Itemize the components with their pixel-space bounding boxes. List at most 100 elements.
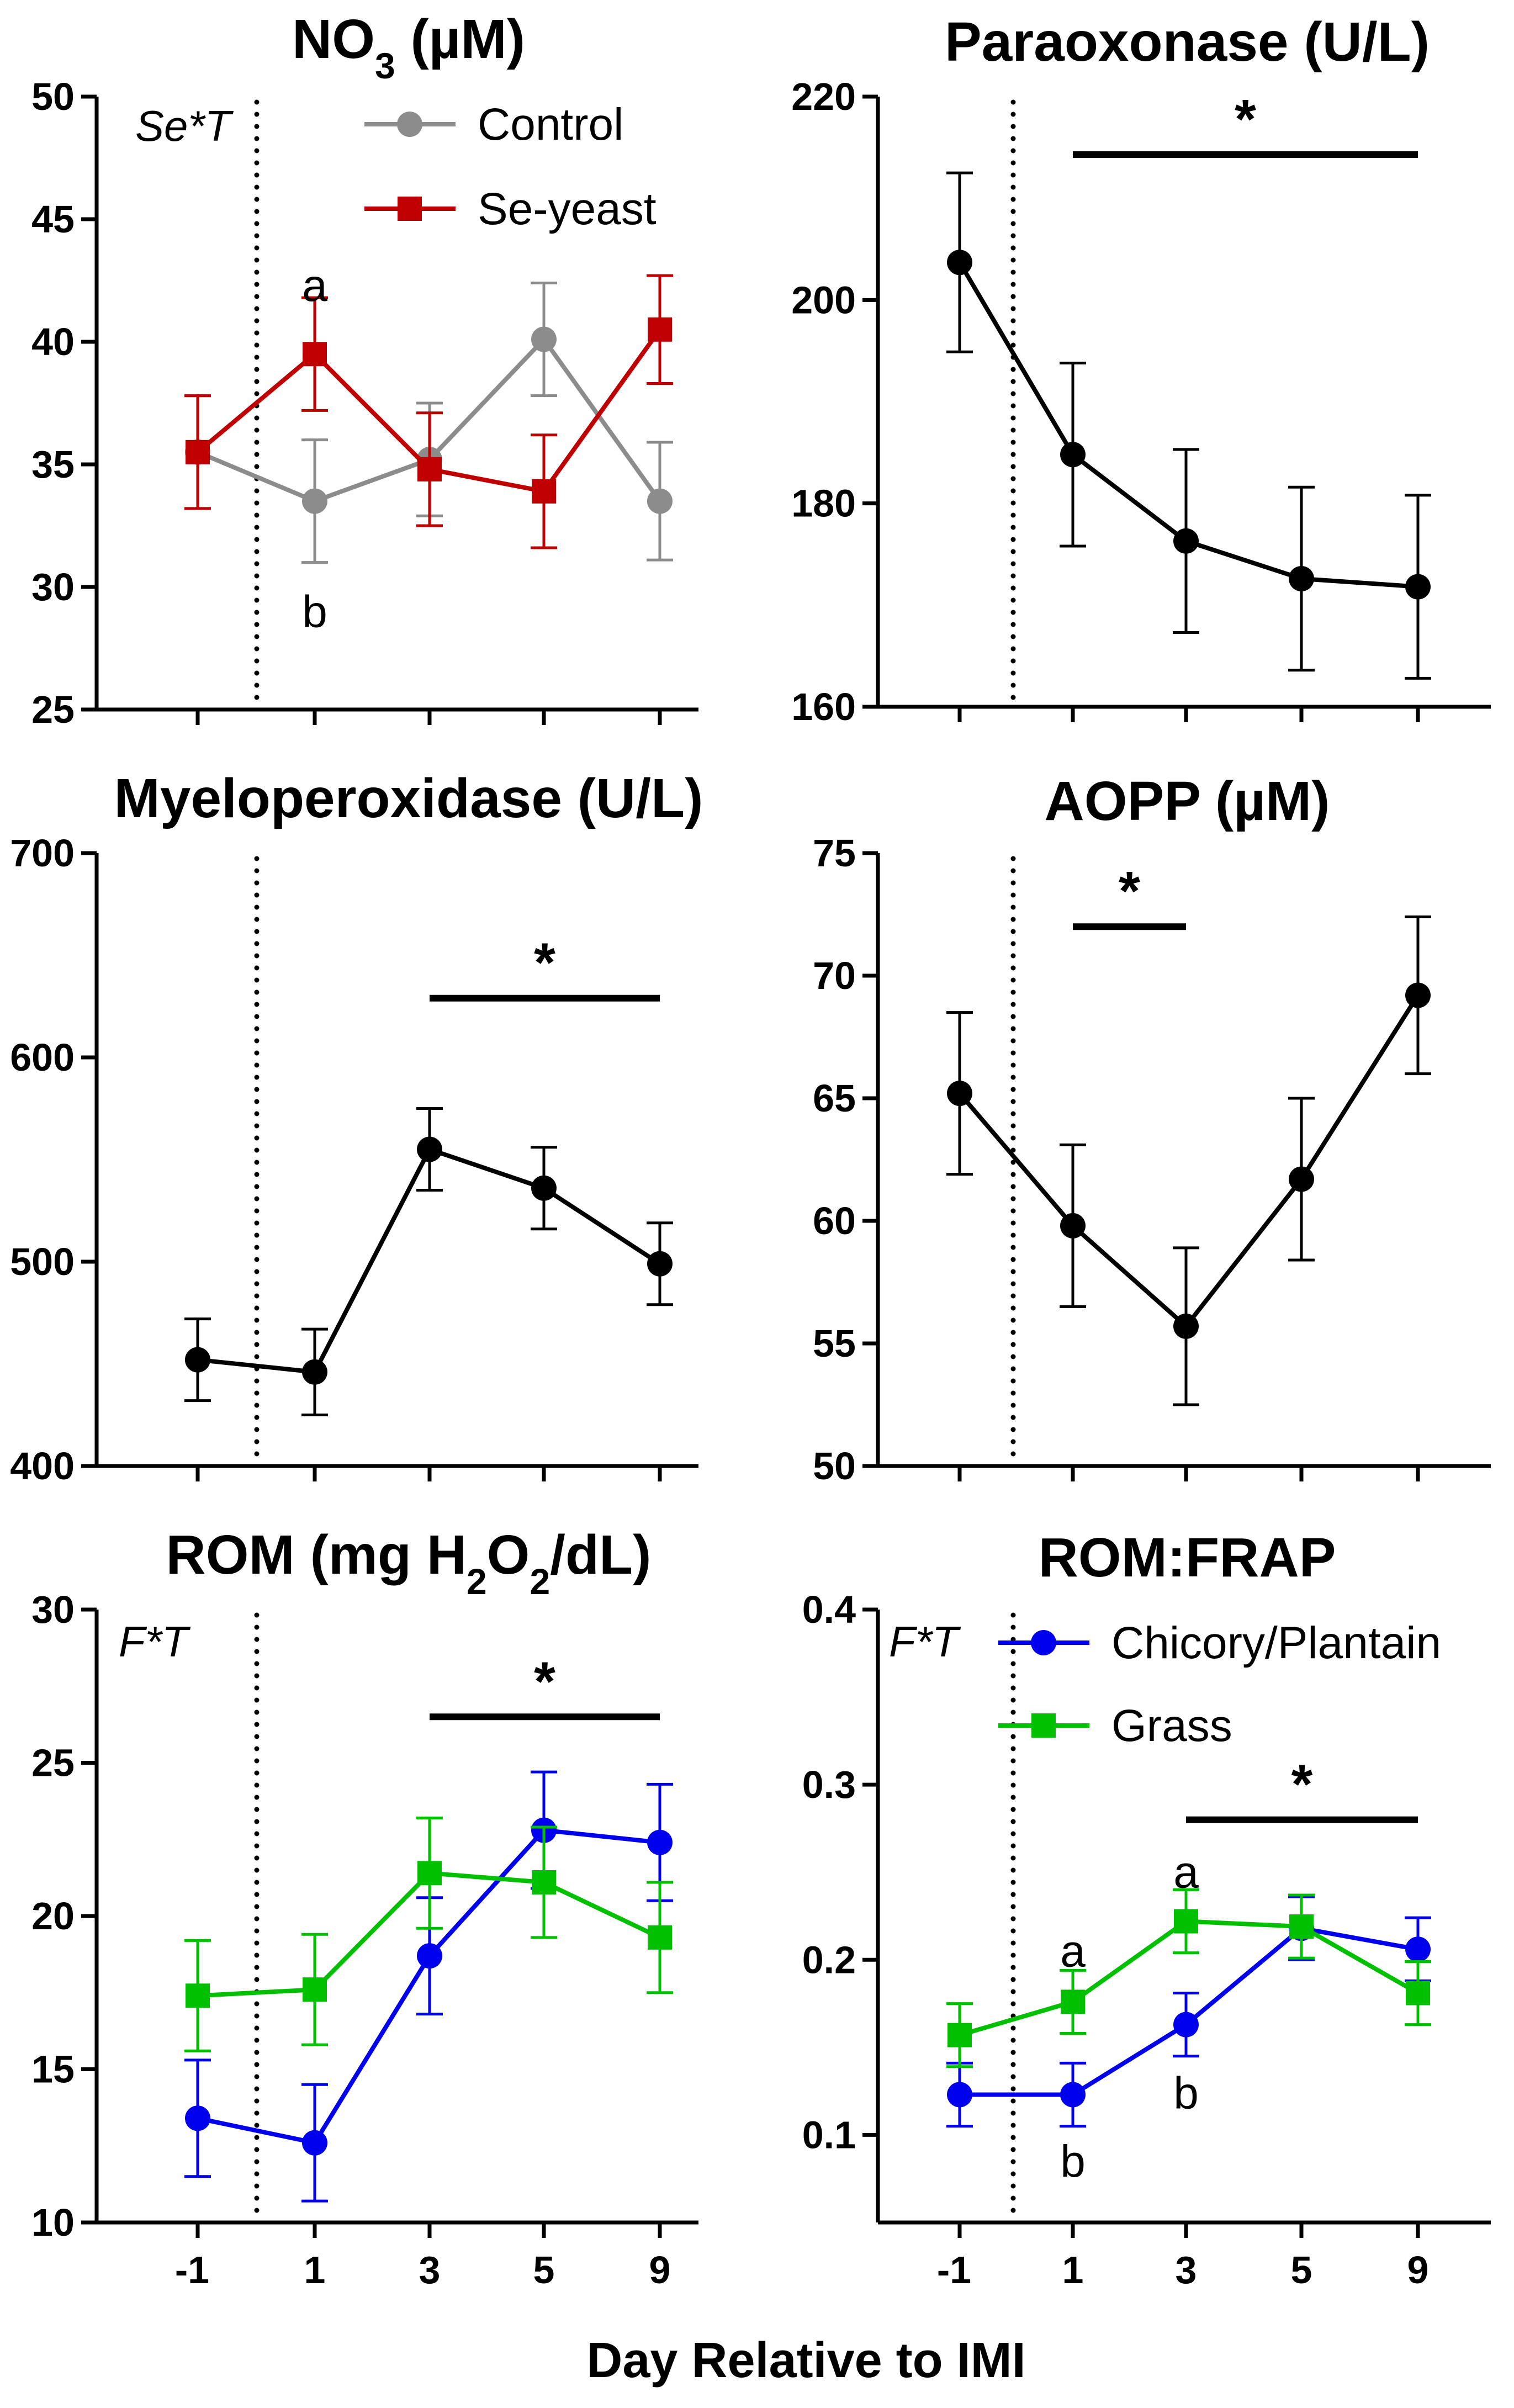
no3-y-tick-label: 45 [31, 198, 75, 241]
no3-legend-label: Se-yeast [478, 184, 657, 234]
no3-y-tick-label: 25 [31, 688, 75, 731]
aopp-y-tick-label: 70 [813, 954, 856, 997]
rom_frap-data-point [1174, 1909, 1198, 1934]
rom-data-point [186, 1983, 210, 2008]
no3-legend-marker [397, 112, 422, 137]
myeloperoxidase-data-point [417, 1136, 442, 1162]
rom-x-tick-label: 9 [649, 2248, 671, 2291]
paraoxonase-data-point [1173, 528, 1199, 554]
myeloperoxidase-data-point [302, 1359, 327, 1385]
aopp-data-point [1173, 1313, 1199, 1339]
aopp-data-point [1060, 1213, 1086, 1239]
rom_frap-data-point [1405, 1936, 1431, 1962]
aopp-significance-star: * [1119, 860, 1140, 922]
aopp-y-tick-label: 60 [813, 1199, 856, 1242]
rom_frap-y-tick-label: 0.3 [802, 1763, 856, 1806]
paraoxonase-y-tick-label: 200 [791, 278, 856, 321]
rom_frap-x-tick-label: -1 [937, 2248, 971, 2291]
no3-data-point [186, 440, 210, 464]
myeloperoxidase-y-tick-label: 600 [10, 1036, 75, 1079]
myeloperoxidase-data-point [185, 1347, 210, 1373]
rom_frap-y-tick-label: 0.4 [802, 1588, 856, 1631]
no3-data-point [531, 326, 557, 352]
paraoxonase-significance-star: * [1235, 88, 1256, 150]
rom-x-tick-label: 1 [304, 2248, 326, 2291]
rom_frap-significance-star: * [1291, 1754, 1313, 1816]
rom_frap-data-point [1406, 1981, 1430, 2005]
paraoxonase-y-tick-label: 220 [791, 75, 856, 118]
rom_frap-annotation-letter: a [1060, 1926, 1086, 1976]
no3-legend-marker [398, 197, 422, 221]
rom_frap-x-tick-label: 1 [1062, 2248, 1084, 2291]
x-axis-label: Day Relative to IMI [586, 2333, 1025, 2388]
no3-y-tick-label: 30 [31, 565, 75, 608]
aopp-data-point [947, 1081, 972, 1107]
rom_frap-legend-label: Chicory/Plantain [1111, 1618, 1441, 1668]
rom-y-tick-label: 20 [31, 1894, 75, 1938]
myeloperoxidase-significance-star: * [534, 932, 555, 994]
rom_frap-data-point [1061, 1989, 1085, 2014]
aopp-y-tick-label: 75 [813, 832, 856, 875]
no3-y-tick-label: 40 [31, 320, 75, 363]
rom-y-tick-label: 15 [31, 2048, 75, 2091]
rom_frap-annotation-letter: b [1173, 2068, 1199, 2118]
aopp-title: AOPP (µM) [1045, 770, 1330, 832]
no3-annotation-letter: b [302, 586, 327, 637]
rom_frap-legend-label: Grass [1111, 1701, 1232, 1751]
no3-data-point [647, 488, 673, 514]
rom-data-point [648, 1925, 672, 1950]
paraoxonase-data-point [947, 250, 972, 276]
rom_frap-legend-marker [1031, 1630, 1056, 1655]
paraoxonase-data-point [1060, 442, 1086, 468]
rom-title: ROM (mg H2O2/dL) [166, 1524, 652, 1602]
rom-data-point [303, 1977, 327, 2002]
aopp-y-tick-label: 50 [813, 1444, 856, 1488]
no3-y-tick-label: 50 [31, 75, 75, 118]
paraoxonase-data-point [1289, 565, 1314, 591]
paraoxonase-y-tick-label: 160 [791, 685, 856, 728]
rom_frap-data-point [1060, 2082, 1086, 2108]
no3-legend-label: Control [478, 99, 623, 150]
myeloperoxidase-y-tick-label: 700 [10, 832, 75, 875]
rom-y-tick-label: 10 [31, 2201, 75, 2244]
myeloperoxidase-data-point [647, 1251, 673, 1277]
aopp-series-line-0 [957, 994, 1420, 1329]
paraoxonase-y-tick-label: 180 [791, 482, 856, 525]
rom-y-tick-label: 30 [31, 1588, 75, 1631]
no3-data-point [417, 457, 442, 481]
rom_frap-data-point [1173, 2012, 1199, 2037]
rom-data-point [417, 1943, 442, 1969]
rom_frap-data-point [947, 2082, 972, 2108]
no3-data-point [302, 488, 327, 514]
rom_frap-data-point [1289, 1914, 1314, 1939]
aopp-data-point [1289, 1166, 1314, 1192]
rom-x-tick-label: -1 [175, 2248, 209, 2291]
myeloperoxidase-data-point [531, 1175, 557, 1201]
no3-data-point [648, 317, 672, 342]
paraoxonase-title: Paraoxonase (U/L) [945, 11, 1430, 73]
no3-data-point [532, 479, 556, 504]
rom-data-point [185, 2105, 210, 2131]
rom_frap-title: ROM:FRAP [1039, 1527, 1336, 1589]
rom-interaction-label: F*T [119, 1617, 191, 1666]
no3-data-point [303, 342, 327, 367]
rom_frap-data-point [947, 2023, 972, 2047]
rom-data-point [417, 1861, 442, 1886]
rom_frap-x-tick-label: 3 [1176, 2248, 1197, 2291]
myeloperoxidase-title: Myeloperoxidase (U/L) [114, 768, 703, 829]
rom_frap-y-tick-label: 0.1 [802, 2113, 856, 2156]
rom_frap-annotation-letter: b [1060, 2136, 1086, 2187]
rom_frap-x-tick-label: 9 [1407, 2248, 1429, 2291]
rom-significance-star: * [534, 1650, 555, 1712]
paraoxonase-data-point [1405, 574, 1431, 600]
no3-y-tick-label: 35 [31, 443, 75, 486]
aopp-data-point [1405, 982, 1431, 1008]
aopp-y-tick-label: 55 [813, 1322, 856, 1365]
myeloperoxidase-y-tick-label: 500 [10, 1240, 75, 1283]
aopp-y-tick-label: 65 [813, 1077, 856, 1120]
rom-x-tick-label: 3 [419, 2248, 441, 2291]
rom-y-tick-label: 25 [31, 1742, 75, 1785]
no3-title: NO3 (µM) [292, 8, 525, 86]
myeloperoxidase-y-tick-label: 400 [10, 1444, 75, 1488]
